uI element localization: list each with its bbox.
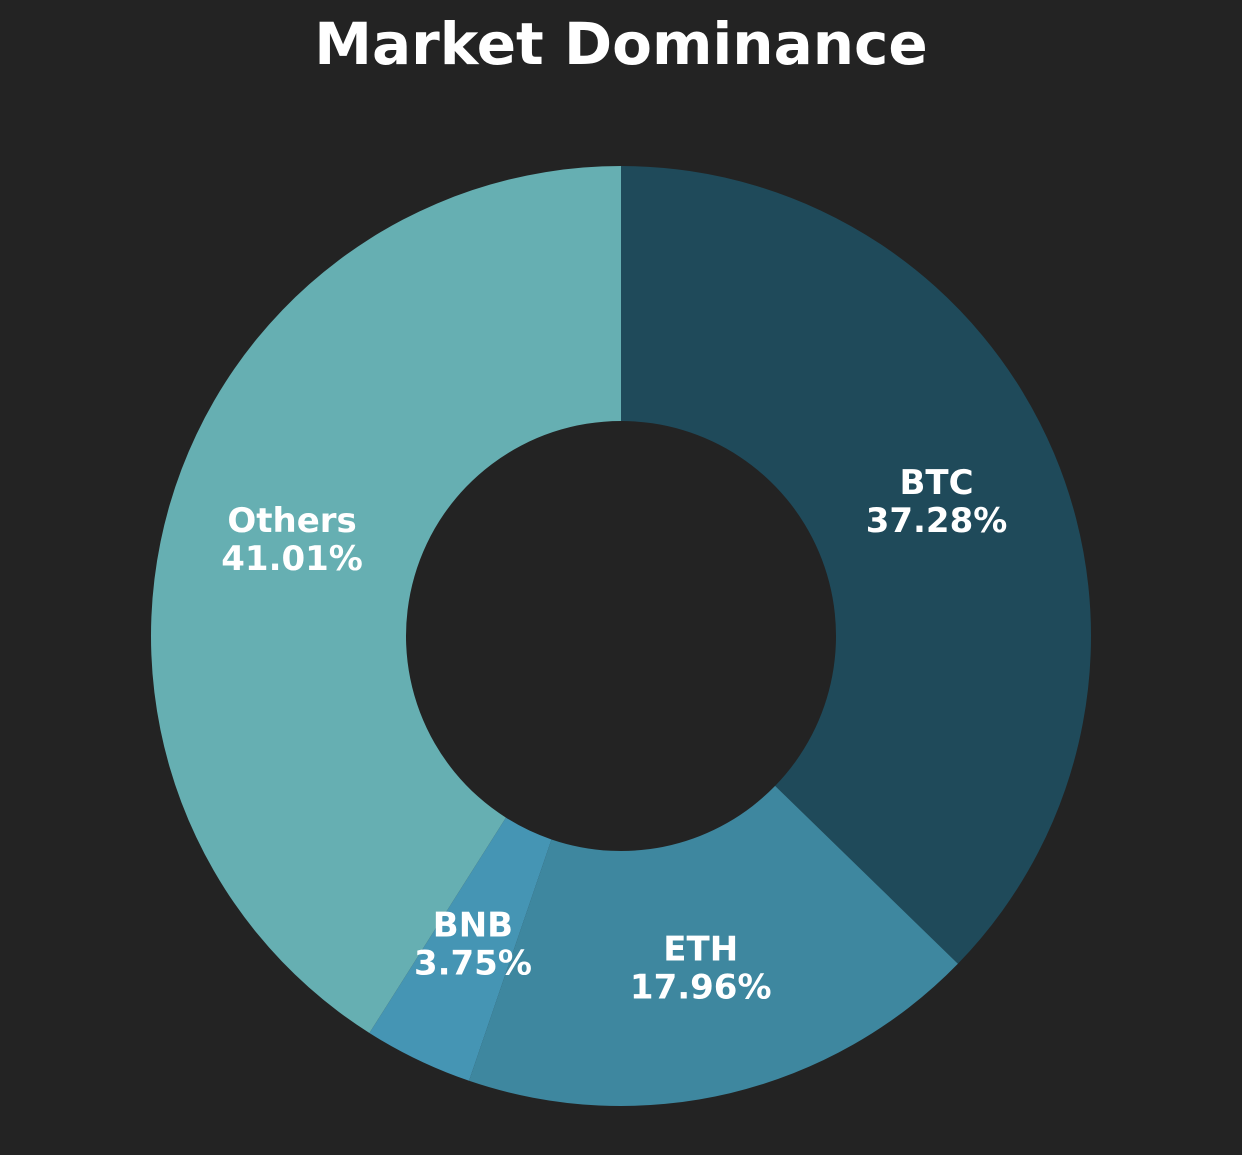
donut-slice bbox=[469, 785, 958, 1107]
slice-label: BNB bbox=[433, 905, 513, 945]
slice-label: BTC bbox=[899, 463, 973, 503]
donut-slice bbox=[621, 166, 1091, 964]
slice-label: ETH bbox=[663, 930, 738, 970]
donut-slice bbox=[369, 817, 552, 1081]
slice-value: 17.96% bbox=[630, 968, 772, 1008]
slice-value: 37.28% bbox=[866, 501, 1008, 541]
chart-title: Market Dominance bbox=[314, 10, 927, 78]
slice-label: Others bbox=[227, 501, 356, 541]
donut-slice bbox=[150, 165, 622, 1033]
slice-value: 41.01% bbox=[221, 539, 363, 579]
slice-value: 3.75% bbox=[414, 943, 532, 983]
